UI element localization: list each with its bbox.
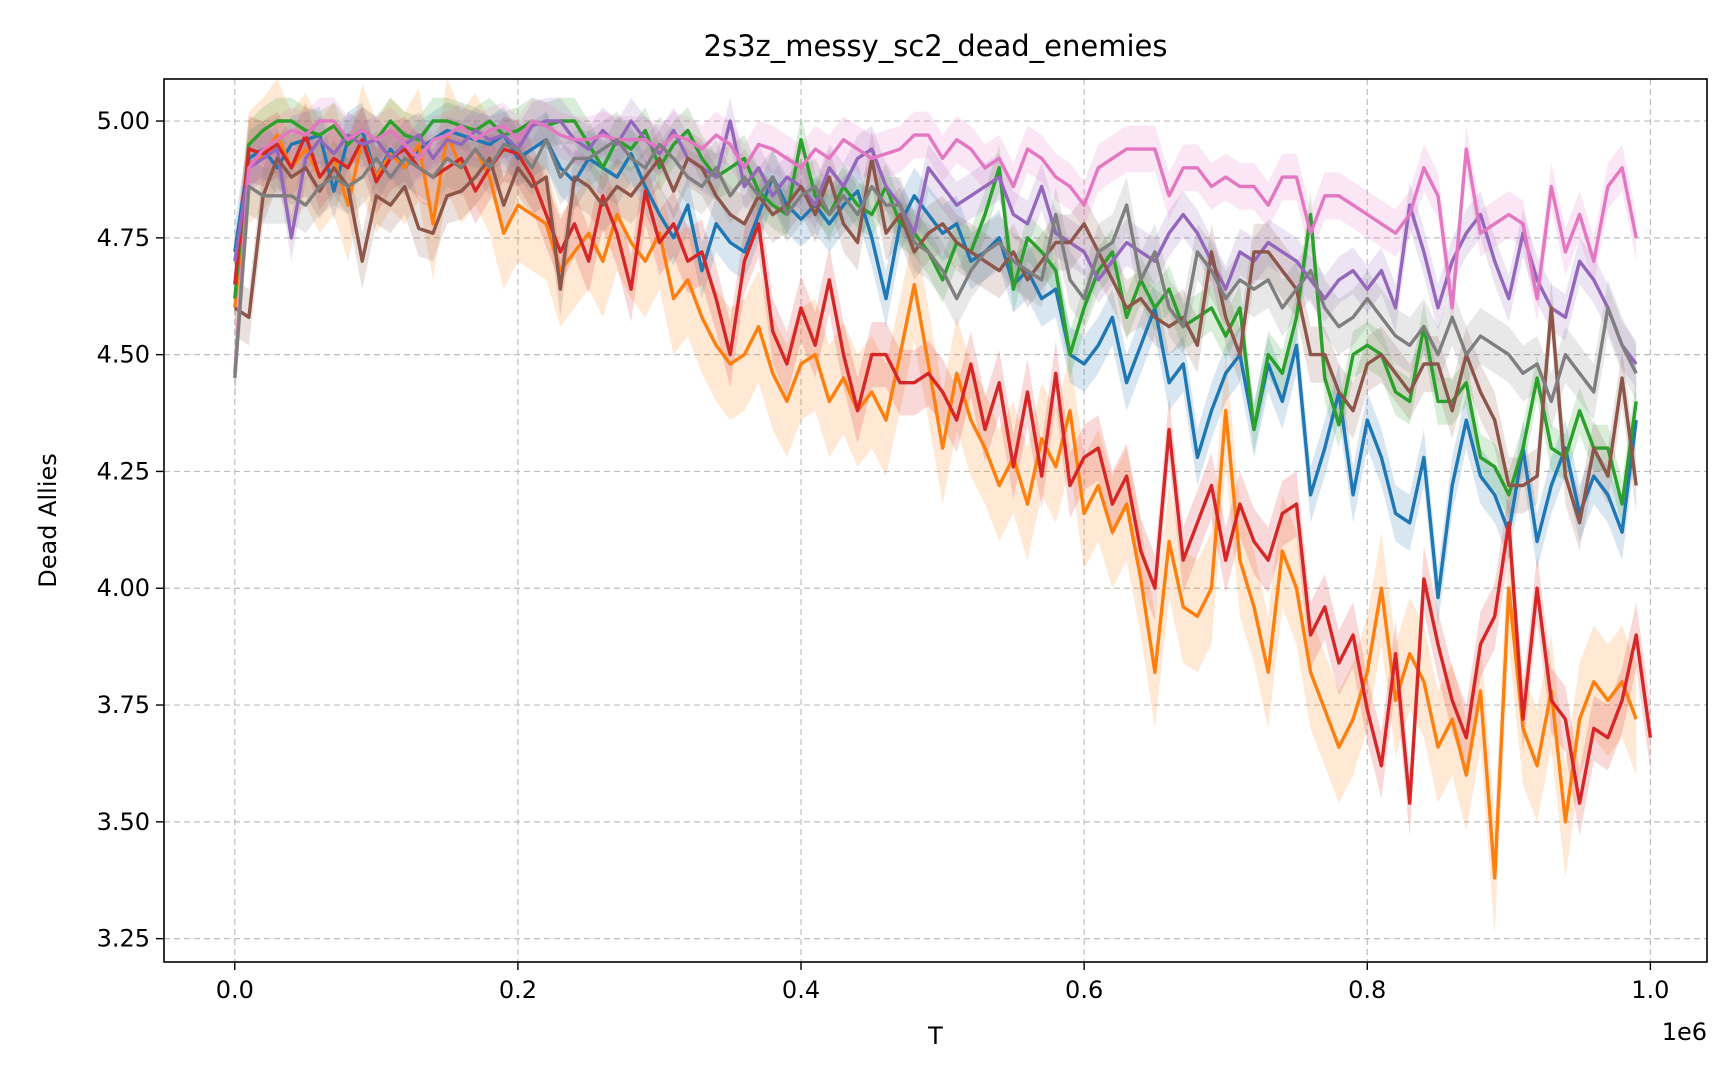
series-2-band <box>234 79 1637 934</box>
y-axis-ticks: 3.25 3.50 3.75 4.00 4.25 4.50 4.75 5.00 <box>97 107 164 953</box>
y-tick-label: 3.75 <box>97 691 150 719</box>
y-tick-label: 4.25 <box>97 457 150 485</box>
series-6-band <box>234 130 1637 551</box>
grid <box>164 79 1707 962</box>
series-1-band <box>234 102 1637 626</box>
series-6-line <box>233 156 1638 525</box>
series-7-line <box>233 119 1638 374</box>
series-4-band <box>234 102 1651 836</box>
y-tick-label: 4.75 <box>97 224 150 252</box>
x-tick-label: 0.6 <box>1065 976 1103 1004</box>
chart-title: 2s3z_messy_sc2_dead_enemies <box>704 29 1168 63</box>
plot-frame <box>163 78 1708 963</box>
y-tick-label: 4.00 <box>97 574 150 602</box>
series-lines <box>233 119 1653 880</box>
series-8-band <box>234 111 1637 430</box>
x-tick-label: 0.0 <box>216 976 254 1004</box>
series-3-line <box>233 119 1638 506</box>
y-tick-label: 3.50 <box>97 808 150 836</box>
y-tick-label: 5.00 <box>97 107 150 135</box>
x-tick-label: 0.2 <box>499 976 537 1004</box>
series-7-band <box>234 97 1637 397</box>
x-tick-label: 0.8 <box>1348 976 1386 1004</box>
series-8-line <box>233 138 1638 404</box>
series-5-band <box>234 97 1637 388</box>
y-tick-label: 4.50 <box>97 341 150 369</box>
series-5-line <box>233 119 1638 366</box>
y-tick-label: 3.25 <box>97 925 150 953</box>
x-axis-label: T <box>927 1022 943 1050</box>
x-axis-offset-label: 1e6 <box>1662 1018 1707 1046</box>
y-axis-label: Dead Allies <box>34 453 62 588</box>
x-axis-ticks: 0.0 0.2 0.4 0.6 0.8 1.0 <box>216 962 1669 1004</box>
x-tick-label: 0.4 <box>782 976 820 1004</box>
x-tick-label: 1.0 <box>1631 976 1669 1004</box>
